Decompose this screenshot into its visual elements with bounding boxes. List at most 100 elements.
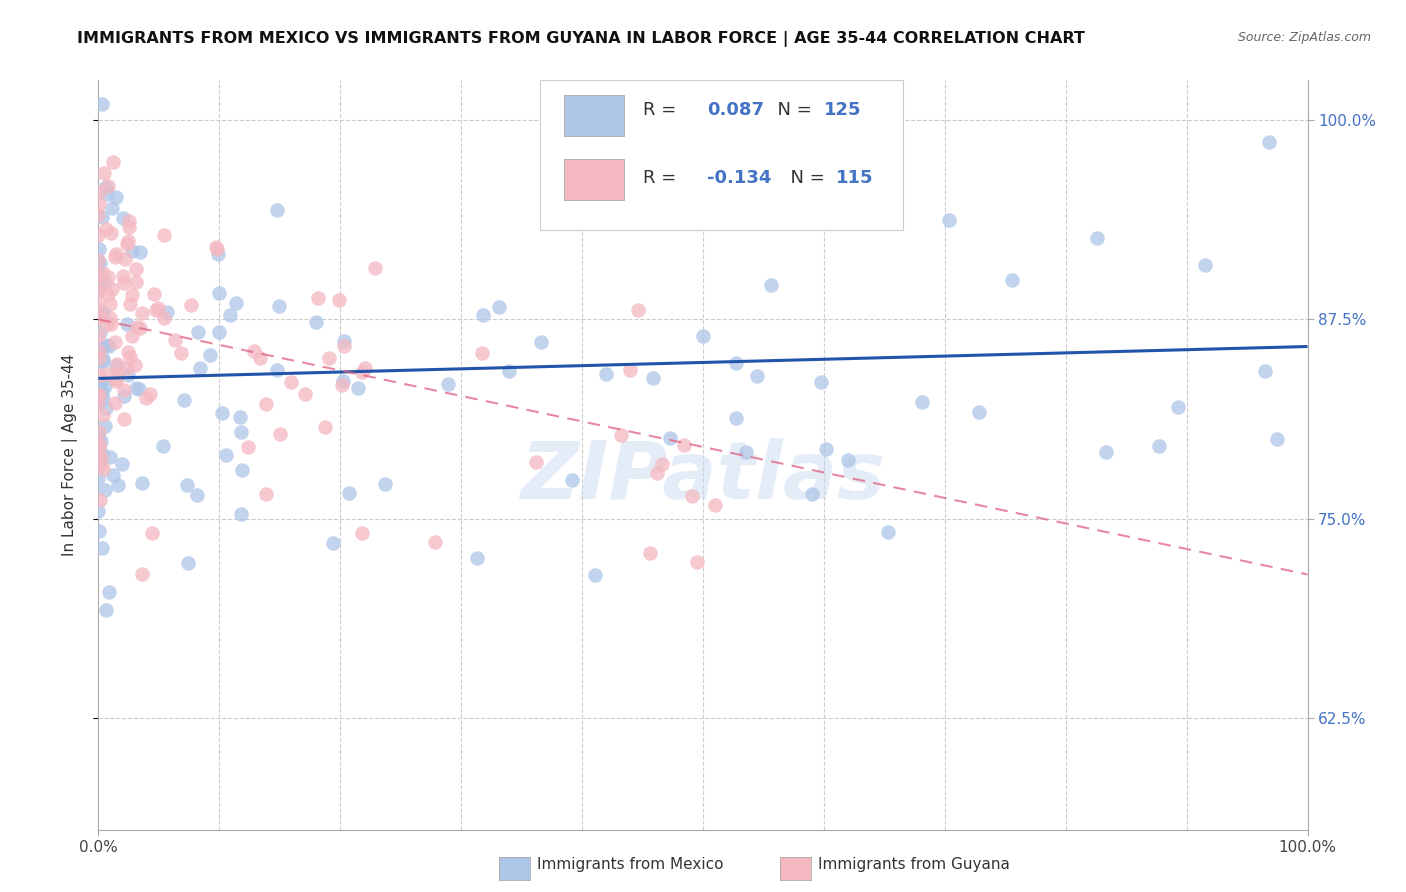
Point: [267, 299, 290, 313]
Point: [254, 397, 277, 411]
Point: [1094, 445, 1116, 459]
Point: [114, 252, 136, 267]
Point: [156, 305, 179, 319]
Point: [211, 406, 233, 420]
Point: [498, 364, 520, 378]
Point: [269, 427, 291, 442]
Point: [100, 317, 122, 331]
Point: [87, 253, 110, 268]
Point: [112, 277, 135, 291]
Point: [87, 387, 110, 401]
Point: [187, 325, 209, 339]
Point: [117, 234, 139, 248]
Point: [97, 286, 120, 301]
Point: [118, 214, 141, 228]
Point: [90, 385, 112, 400]
Text: -0.134: -0.134: [707, 169, 770, 186]
Point: [104, 250, 127, 264]
Point: [1258, 136, 1281, 150]
Point: [87, 355, 110, 369]
Point: [328, 293, 350, 307]
Point: [724, 356, 747, 370]
Point: [810, 376, 832, 390]
Point: [561, 473, 583, 487]
Point: [128, 321, 150, 335]
Point: [305, 315, 328, 329]
Point: [121, 288, 143, 302]
Point: [318, 351, 340, 365]
Point: [107, 478, 129, 492]
Point: [229, 410, 252, 425]
Text: R =: R =: [643, 102, 682, 120]
Point: [112, 412, 135, 426]
Point: [249, 351, 271, 365]
Point: [87, 430, 110, 444]
Point: [139, 386, 162, 401]
Point: [692, 329, 714, 343]
Point: [467, 550, 489, 565]
Text: 125: 125: [824, 102, 862, 120]
Point: [105, 359, 128, 374]
Point: [347, 381, 370, 395]
Point: [94, 483, 117, 497]
Point: [176, 478, 198, 492]
Point: [173, 392, 195, 407]
Point: [87, 281, 110, 295]
Text: 115: 115: [837, 169, 873, 186]
Point: [89, 492, 111, 507]
Point: [1194, 258, 1216, 272]
Point: [127, 320, 149, 334]
Point: [101, 155, 124, 169]
Point: [91, 353, 114, 368]
Point: [91, 266, 114, 280]
Point: [374, 476, 396, 491]
Point: [103, 468, 125, 483]
Point: [800, 487, 823, 501]
Point: [87, 351, 110, 365]
Point: [354, 361, 377, 376]
Point: [97, 178, 120, 193]
Point: [681, 489, 703, 503]
Point: [118, 219, 141, 234]
Point: [105, 190, 128, 204]
Point: [131, 306, 153, 320]
Point: [294, 387, 316, 401]
Point: [117, 368, 139, 383]
Point: [111, 457, 134, 471]
Text: 0.087: 0.087: [707, 102, 763, 120]
Point: [89, 441, 111, 455]
Point: [112, 389, 135, 403]
Point: [627, 302, 650, 317]
Point: [97, 269, 120, 284]
Point: [205, 240, 228, 254]
Point: [90, 376, 112, 391]
Point: [425, 534, 447, 549]
Point: [103, 396, 125, 410]
Point: [89, 268, 111, 282]
Point: [87, 350, 110, 364]
Point: [229, 507, 252, 521]
Point: [87, 310, 110, 325]
FancyBboxPatch shape: [564, 95, 624, 136]
Point: [96, 338, 118, 352]
Point: [129, 244, 152, 259]
Point: [307, 291, 329, 305]
Point: [877, 525, 900, 540]
Point: [152, 310, 174, 325]
Point: [89, 425, 111, 439]
Point: [101, 201, 124, 215]
Point: [87, 471, 110, 485]
Point: [135, 392, 157, 406]
Point: [87, 441, 110, 455]
Point: [142, 287, 165, 301]
Point: [121, 328, 143, 343]
Point: [93, 379, 115, 393]
Point: [124, 276, 146, 290]
Point: [837, 453, 859, 467]
Text: N =: N =: [779, 169, 831, 186]
Point: [87, 368, 110, 382]
Point: [238, 441, 260, 455]
Point: [94, 418, 117, 433]
Point: [208, 325, 231, 339]
Point: [322, 536, 344, 550]
